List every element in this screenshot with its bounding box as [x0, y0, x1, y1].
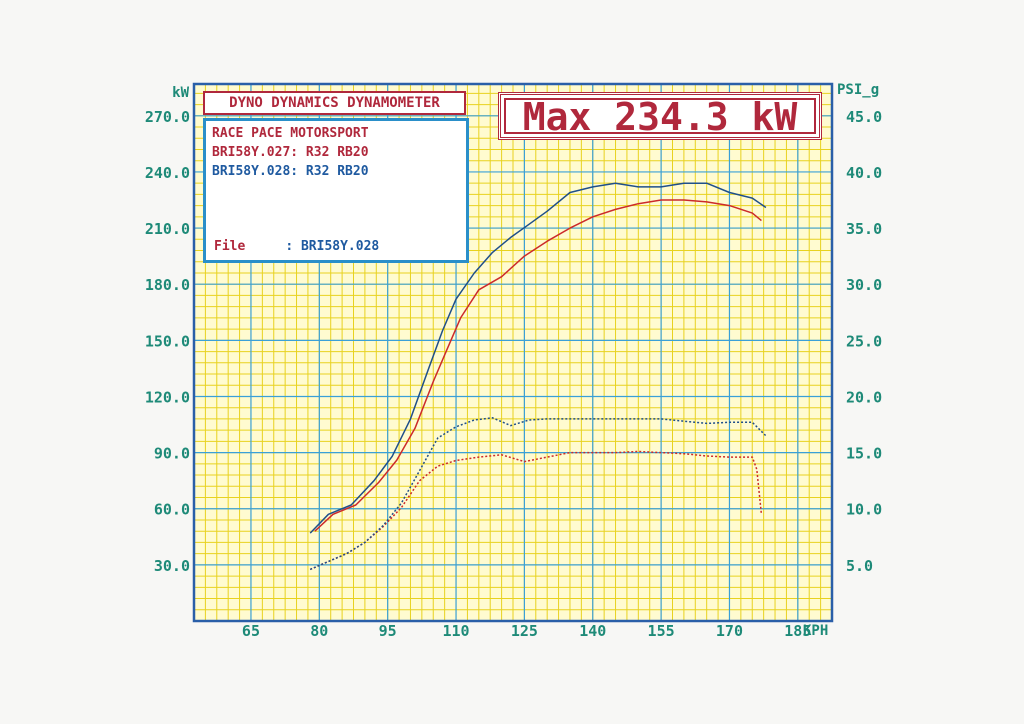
- y-left-unit: kW: [172, 85, 189, 101]
- series-layer: [309, 182, 767, 571]
- series-line-4: [309, 417, 767, 571]
- run-028-label: BRI58Y.028: R32 RB20: [212, 164, 369, 179]
- y-right-tick-label: 10.0: [846, 501, 882, 519]
- run-027-label: BRI58Y.027: R32 RB20: [212, 145, 369, 160]
- plot-frame: [192, 82, 834, 623]
- series-line-2: [309, 182, 767, 534]
- y-left-tick-label: 150.0: [145, 332, 190, 350]
- y-right-tick-label: 20.0: [846, 388, 882, 406]
- y-left-tick-label: 270.0: [145, 108, 190, 126]
- y-right-tick-label: 30.0: [846, 276, 882, 294]
- file-label: File: [214, 239, 246, 254]
- x-tick-label: 155: [648, 622, 675, 640]
- ticks-layer: 65 80 95 110 125 140 155 170 185 30.0 60.0 90.0 120.…: [145, 108, 882, 640]
- series-line-1: [314, 199, 762, 532]
- x-tick-label: 140: [579, 622, 606, 640]
- y-left-tick-label: 210.0: [145, 220, 190, 238]
- y-left-tick-label: 180.0: [145, 276, 190, 294]
- y-right-tick-label: 35.0: [846, 220, 882, 238]
- y-left-tick-label: 30.0: [154, 557, 190, 575]
- y-right-tick-label: 25.0: [846, 332, 882, 350]
- run-info-box: RACE PACE MOTORSPORT BRI58Y.027: R32 RB2…: [203, 118, 469, 263]
- y-left-tick-label: 90.0: [154, 445, 190, 463]
- y-right-tick-label: 15.0: [846, 445, 882, 463]
- file-value: : BRI58Y.028: [285, 239, 380, 254]
- y-right-unit: PSI_g: [837, 82, 879, 98]
- x-unit: KPH: [803, 623, 828, 639]
- y-right-tick-label: 45.0: [846, 108, 882, 126]
- company-name: RACE PACE MOTORSPORT: [212, 126, 369, 141]
- x-tick-label: 185: [784, 622, 811, 640]
- y-right-tick-label: 40.0: [846, 164, 882, 182]
- x-tick-label: 110: [442, 622, 469, 640]
- x-tick-label: 95: [379, 622, 397, 640]
- x-tick-label: 170: [716, 622, 743, 640]
- max-power-readout: Max 234.3 kW: [498, 92, 822, 140]
- dyno-title: DYNO DYNAMICS DYNAMOMETER: [203, 91, 466, 115]
- file-row: File : BRI58Y.028: [214, 237, 379, 256]
- x-tick-label: 125: [511, 622, 538, 640]
- y-left-tick-label: 240.0: [145, 164, 190, 182]
- x-tick-label: 65: [242, 622, 260, 640]
- x-tick-label: 80: [310, 622, 328, 640]
- y-right-tick-label: 5.0: [846, 557, 873, 575]
- y-left-tick-label: 60.0: [154, 501, 190, 519]
- y-left-tick-label: 120.0: [145, 388, 190, 406]
